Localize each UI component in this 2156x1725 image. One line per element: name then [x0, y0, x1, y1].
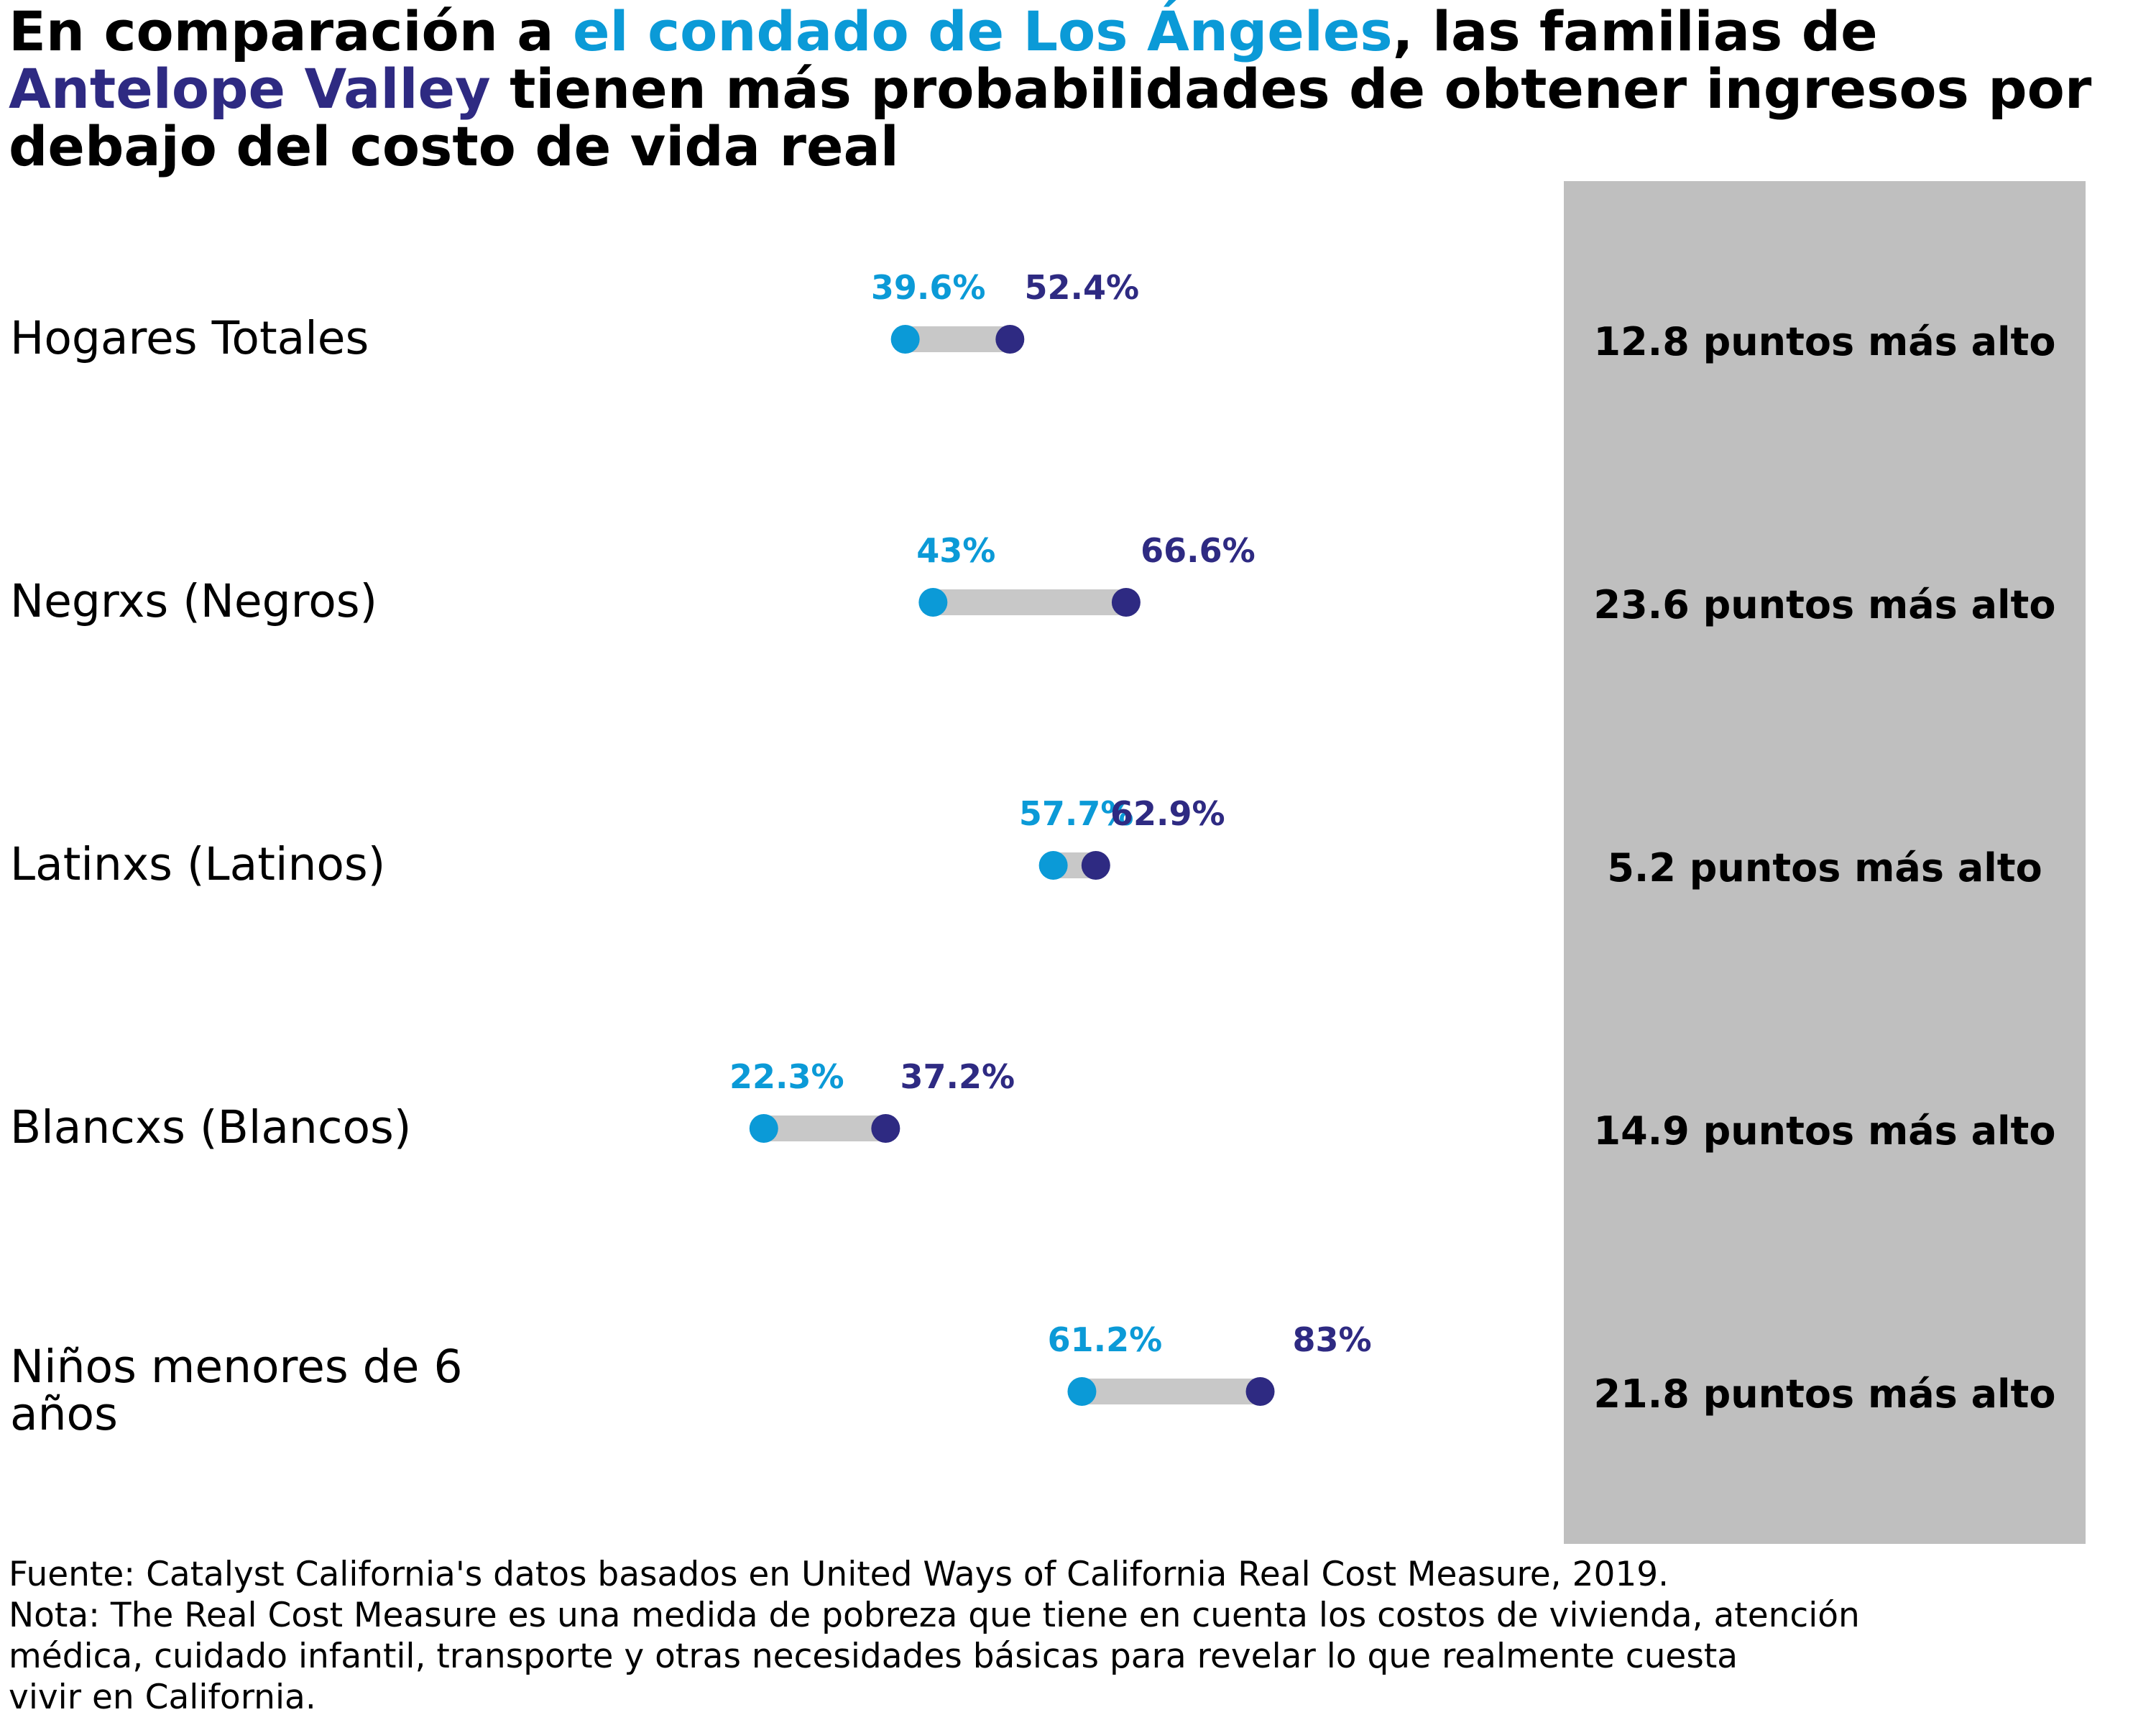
footnote-source: Fuente: Catalyst California's datos basa…: [9, 1555, 1669, 1594]
category-label: Hogares Totales: [10, 312, 369, 364]
antelope-valley-value-label: 83%: [1292, 1320, 1371, 1359]
chart-rows: Hogares Totales 39.6% 52.4% 12.8 puntos más…: [10, 268, 2055, 1440]
chart-row: Latinxs (Latinos) 57.7%62.9% 5.2 puntos má…: [10, 794, 2042, 891]
category-label: Negrxs (Negros): [10, 575, 377, 627]
difference-label: 21.8 puntos más alto: [1594, 1371, 2056, 1417]
antelope-valley-dot: [1111, 588, 1141, 617]
title-la: el condado de Los Ángeles: [573, 0, 1393, 63]
la-county-dot: [890, 325, 920, 354]
difference-label: 14.9 puntos más alto: [1594, 1108, 2056, 1154]
la-county-dot: [918, 588, 948, 617]
antelope-valley-dot: [995, 325, 1025, 354]
footnote-note-line: Nota: The Real Cost Measure es una medid…: [9, 1596, 1860, 1635]
la-county-dot: [1067, 1377, 1097, 1406]
footnote-note-line: médica, cuidado infantil, transporte y o…: [9, 1637, 1738, 1676]
difference-label: 12.8 puntos más alto: [1594, 319, 2056, 364]
footnote: Fuente: Catalyst California's datos basa…: [9, 1554, 2136, 1718]
antelope-valley-value-label: 37.2%: [900, 1057, 1015, 1096]
la-county-value-label: 61.2%: [1048, 1320, 1163, 1359]
chart-row: Negrxs (Negros) 43% 66.6% 23.6 puntos más a…: [10, 531, 2055, 627]
title-part2: , las familias de: [1392, 0, 1878, 63]
la-county-dot: [1038, 851, 1068, 880]
la-county-dot: [749, 1114, 778, 1143]
antelope-valley-dot: [1081, 851, 1110, 880]
category-label: Blancxs (Blancos): [10, 1101, 411, 1154]
antelope-valley-value-label: 52.4%: [1025, 268, 1140, 307]
category-label: Latinxs (Latinos): [10, 838, 385, 891]
la-county-value-label: 57.7%: [1019, 794, 1134, 833]
chart-row: Blancxs (Blancos) 22.3% 37.2% 14.9 puntos m…: [10, 1057, 2055, 1154]
chart-row: Hogares Totales 39.6% 52.4% 12.8 puntos más…: [10, 268, 2055, 364]
difference-panel: [1564, 181, 2086, 1544]
footnote-note-line: vivir en California.: [9, 1678, 316, 1717]
antelope-valley-dot: [1245, 1377, 1275, 1406]
antelope-valley-value-label: 62.9%: [1110, 794, 1225, 833]
la-county-value-label: 22.3%: [729, 1057, 844, 1096]
la-county-value-label: 39.6%: [871, 268, 986, 307]
title-part3: tienen más probabilidades de obtener ing…: [9, 57, 2092, 178]
category-label: Niños menores de 6: [10, 1340, 463, 1393]
antelope-valley-value-label: 66.6%: [1141, 531, 1256, 570]
chart-title: En comparación a el condado de Los Ángel…: [9, 3, 2136, 175]
title-part1: En comparación a: [9, 0, 573, 63]
difference-label: 5.2 puntos más alto: [1607, 845, 2042, 891]
antelope-valley-dot: [871, 1114, 900, 1143]
la-county-value-label: 43%: [916, 531, 995, 570]
category-label: años: [10, 1388, 118, 1440]
title-av: Antelope Valley: [9, 57, 491, 121]
difference-label: 23.6 puntos más alto: [1594, 582, 2056, 627]
